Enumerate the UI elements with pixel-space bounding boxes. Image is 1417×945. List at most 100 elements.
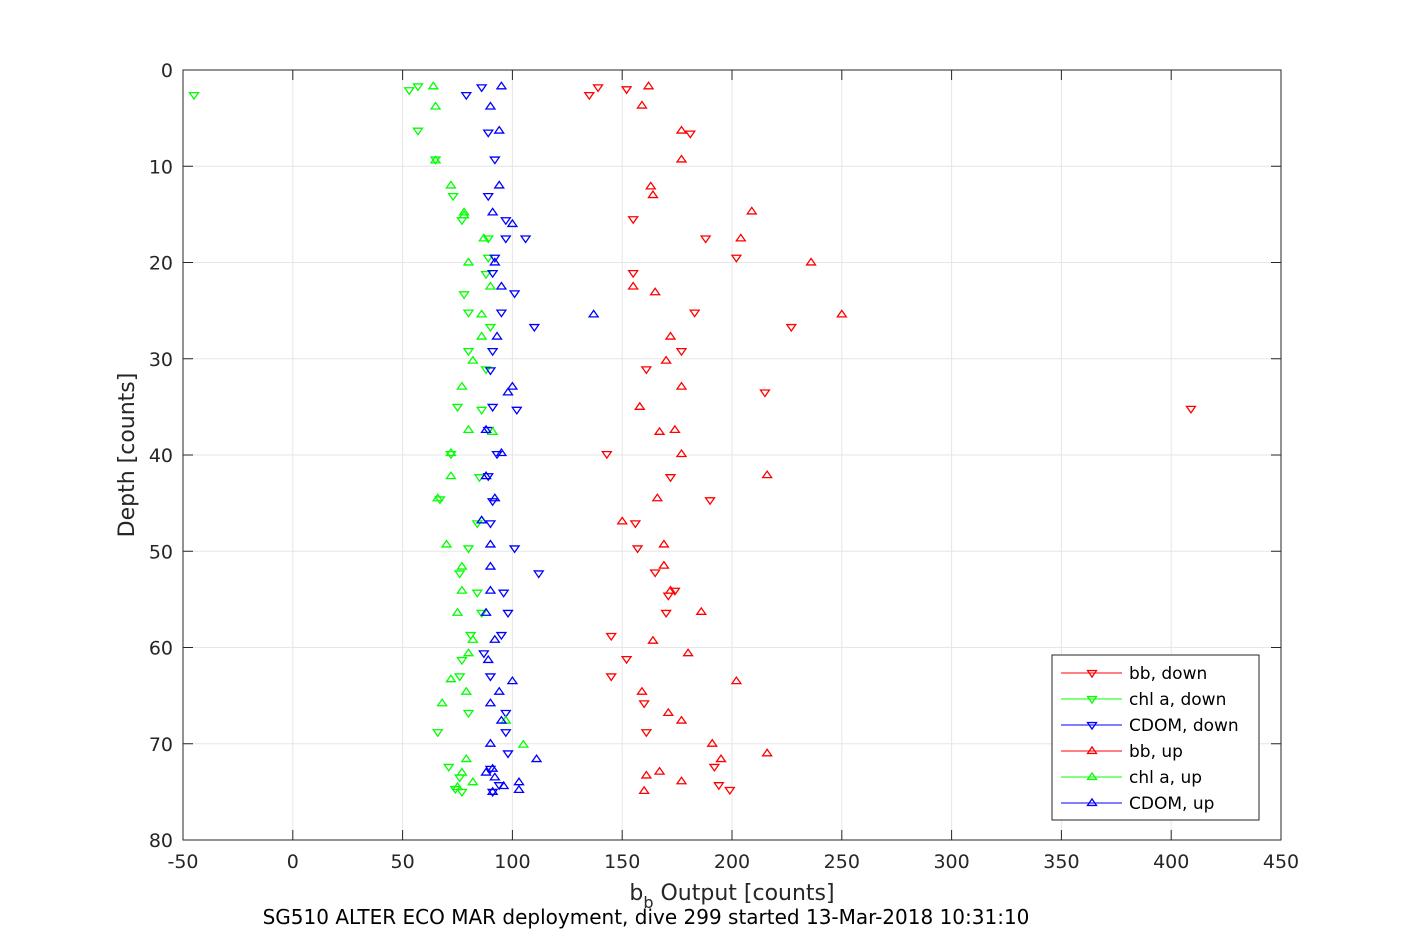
legend-marker — [1086, 695, 1098, 705]
data-point — [638, 785, 650, 794]
data-point — [627, 281, 639, 290]
data-point — [640, 770, 653, 779]
data-point — [497, 780, 510, 790]
data-point — [495, 631, 508, 641]
data-point — [519, 235, 532, 244]
data-point — [508, 545, 521, 554]
y-tick-label: 70 — [149, 734, 173, 756]
data-point — [480, 767, 492, 776]
legend-item: CDOM, up — [1061, 794, 1214, 814]
data-point — [427, 81, 440, 90]
data-point — [460, 91, 473, 101]
data-point — [616, 516, 628, 525]
x-tick-label: 350 — [1043, 851, 1079, 873]
data-point — [484, 539, 497, 548]
data-point — [640, 729, 653, 738]
data-point — [502, 750, 514, 759]
data-point — [484, 738, 497, 747]
data-point — [458, 210, 470, 219]
data-point — [493, 686, 505, 695]
data-point — [508, 290, 521, 299]
data-point — [445, 450, 457, 460]
legend-marker — [1086, 721, 1098, 731]
data-point — [682, 648, 694, 657]
data-point — [460, 686, 473, 695]
data-point — [489, 156, 501, 165]
legend-items: bb, down chl a, down CDOM, down bb, up chl a… — [1061, 664, 1239, 814]
data-point — [462, 709, 475, 719]
y-tick-label: 40 — [149, 445, 173, 467]
data-point — [495, 281, 508, 290]
data-point — [675, 776, 688, 785]
data-point — [708, 763, 721, 773]
data-point — [653, 766, 666, 775]
data-point — [436, 698, 448, 707]
data-point — [486, 347, 499, 357]
data-point — [647, 189, 659, 199]
x-tick-label: 400 — [1153, 851, 1189, 873]
series-0 — [583, 84, 1197, 796]
data-point — [664, 474, 677, 483]
data-point — [484, 673, 497, 682]
data-point — [605, 673, 617, 682]
x-tick-label: 300 — [933, 851, 969, 873]
data-point — [486, 788, 499, 798]
data-point — [805, 257, 817, 266]
data-point — [684, 130, 697, 139]
data-point — [495, 309, 508, 318]
legend-label: bb, down — [1129, 664, 1207, 684]
data-point — [495, 447, 508, 457]
data-point — [462, 347, 475, 357]
legend-marker — [1086, 669, 1098, 679]
data-point — [627, 216, 639, 225]
data-point — [669, 424, 681, 434]
data-point — [458, 291, 470, 300]
data-point — [486, 786, 499, 795]
data-point — [601, 450, 613, 460]
data-point — [530, 753, 543, 763]
data-point — [675, 125, 688, 134]
data-point — [431, 729, 444, 738]
data-point — [583, 91, 596, 101]
series-3 — [616, 81, 848, 794]
data-point — [785, 323, 798, 333]
series-2 — [460, 84, 545, 798]
data-point — [445, 674, 457, 683]
legend-item: bb, up — [1061, 742, 1183, 762]
data-point — [517, 739, 530, 748]
data-point — [482, 129, 494, 138]
data-point — [636, 100, 648, 109]
data-point — [649, 569, 661, 578]
data-point — [638, 700, 650, 709]
data-point — [511, 406, 523, 415]
data-point — [645, 181, 657, 190]
legend-marker — [1086, 771, 1098, 781]
x-tick-label: 150 — [604, 851, 640, 873]
y-tick-label: 0 — [161, 60, 173, 82]
y-tick-label: 10 — [149, 156, 173, 178]
data-point — [658, 560, 670, 569]
x-tick-label: 200 — [714, 851, 750, 873]
data-point — [445, 470, 457, 480]
data-point — [188, 91, 200, 101]
legend-label: bb, up — [1129, 742, 1183, 762]
data-point — [489, 634, 501, 643]
series-5 — [475, 81, 600, 795]
y-tick-label: 80 — [149, 830, 173, 852]
data-point — [480, 470, 492, 480]
data-point — [467, 355, 479, 364]
data-point — [462, 545, 475, 554]
x-tick-label: 0 — [287, 851, 299, 873]
data-point — [475, 331, 488, 340]
y-axis-ticks: 0 10 20 30 40 50 60 70 80 — [149, 60, 1281, 852]
legend-item: chl a, down — [1061, 690, 1226, 710]
data-point — [506, 381, 519, 390]
data-point — [480, 607, 492, 616]
data-point — [480, 270, 492, 280]
data-point — [502, 609, 514, 619]
data-point — [730, 675, 743, 685]
data-point — [647, 635, 659, 644]
x-tick-label: -50 — [167, 851, 198, 873]
y-tick-label: 20 — [149, 253, 173, 275]
data-point — [735, 233, 747, 242]
